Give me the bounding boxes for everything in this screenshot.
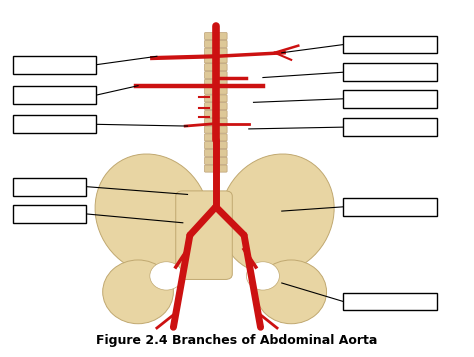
FancyBboxPatch shape xyxy=(204,56,227,63)
Bar xyxy=(13,115,96,133)
Bar xyxy=(343,292,438,310)
Ellipse shape xyxy=(256,260,327,324)
FancyBboxPatch shape xyxy=(204,110,227,117)
Ellipse shape xyxy=(103,260,173,324)
FancyBboxPatch shape xyxy=(204,48,227,55)
FancyBboxPatch shape xyxy=(204,165,227,172)
FancyBboxPatch shape xyxy=(204,157,227,164)
FancyBboxPatch shape xyxy=(204,79,227,86)
Bar xyxy=(13,56,96,74)
Ellipse shape xyxy=(150,262,183,290)
Bar xyxy=(343,36,438,54)
FancyBboxPatch shape xyxy=(204,126,227,133)
Bar xyxy=(13,205,86,223)
FancyBboxPatch shape xyxy=(204,142,227,149)
FancyBboxPatch shape xyxy=(204,134,227,141)
FancyBboxPatch shape xyxy=(204,71,227,79)
Text: Figure 2.4 Branches of Abdominal Aorta: Figure 2.4 Branches of Abdominal Aorta xyxy=(96,334,378,347)
Bar xyxy=(13,178,86,196)
Bar xyxy=(343,64,438,81)
FancyBboxPatch shape xyxy=(204,32,227,40)
Bar xyxy=(13,86,96,104)
Ellipse shape xyxy=(246,262,279,290)
FancyBboxPatch shape xyxy=(204,87,227,94)
FancyBboxPatch shape xyxy=(204,150,227,156)
Ellipse shape xyxy=(220,154,334,274)
Bar xyxy=(343,90,438,108)
FancyBboxPatch shape xyxy=(204,40,227,47)
FancyBboxPatch shape xyxy=(204,64,227,71)
FancyBboxPatch shape xyxy=(176,191,232,280)
Bar xyxy=(343,198,438,216)
FancyBboxPatch shape xyxy=(204,95,227,102)
FancyBboxPatch shape xyxy=(204,103,227,110)
Bar xyxy=(343,118,438,136)
Ellipse shape xyxy=(95,154,210,274)
FancyBboxPatch shape xyxy=(204,118,227,125)
